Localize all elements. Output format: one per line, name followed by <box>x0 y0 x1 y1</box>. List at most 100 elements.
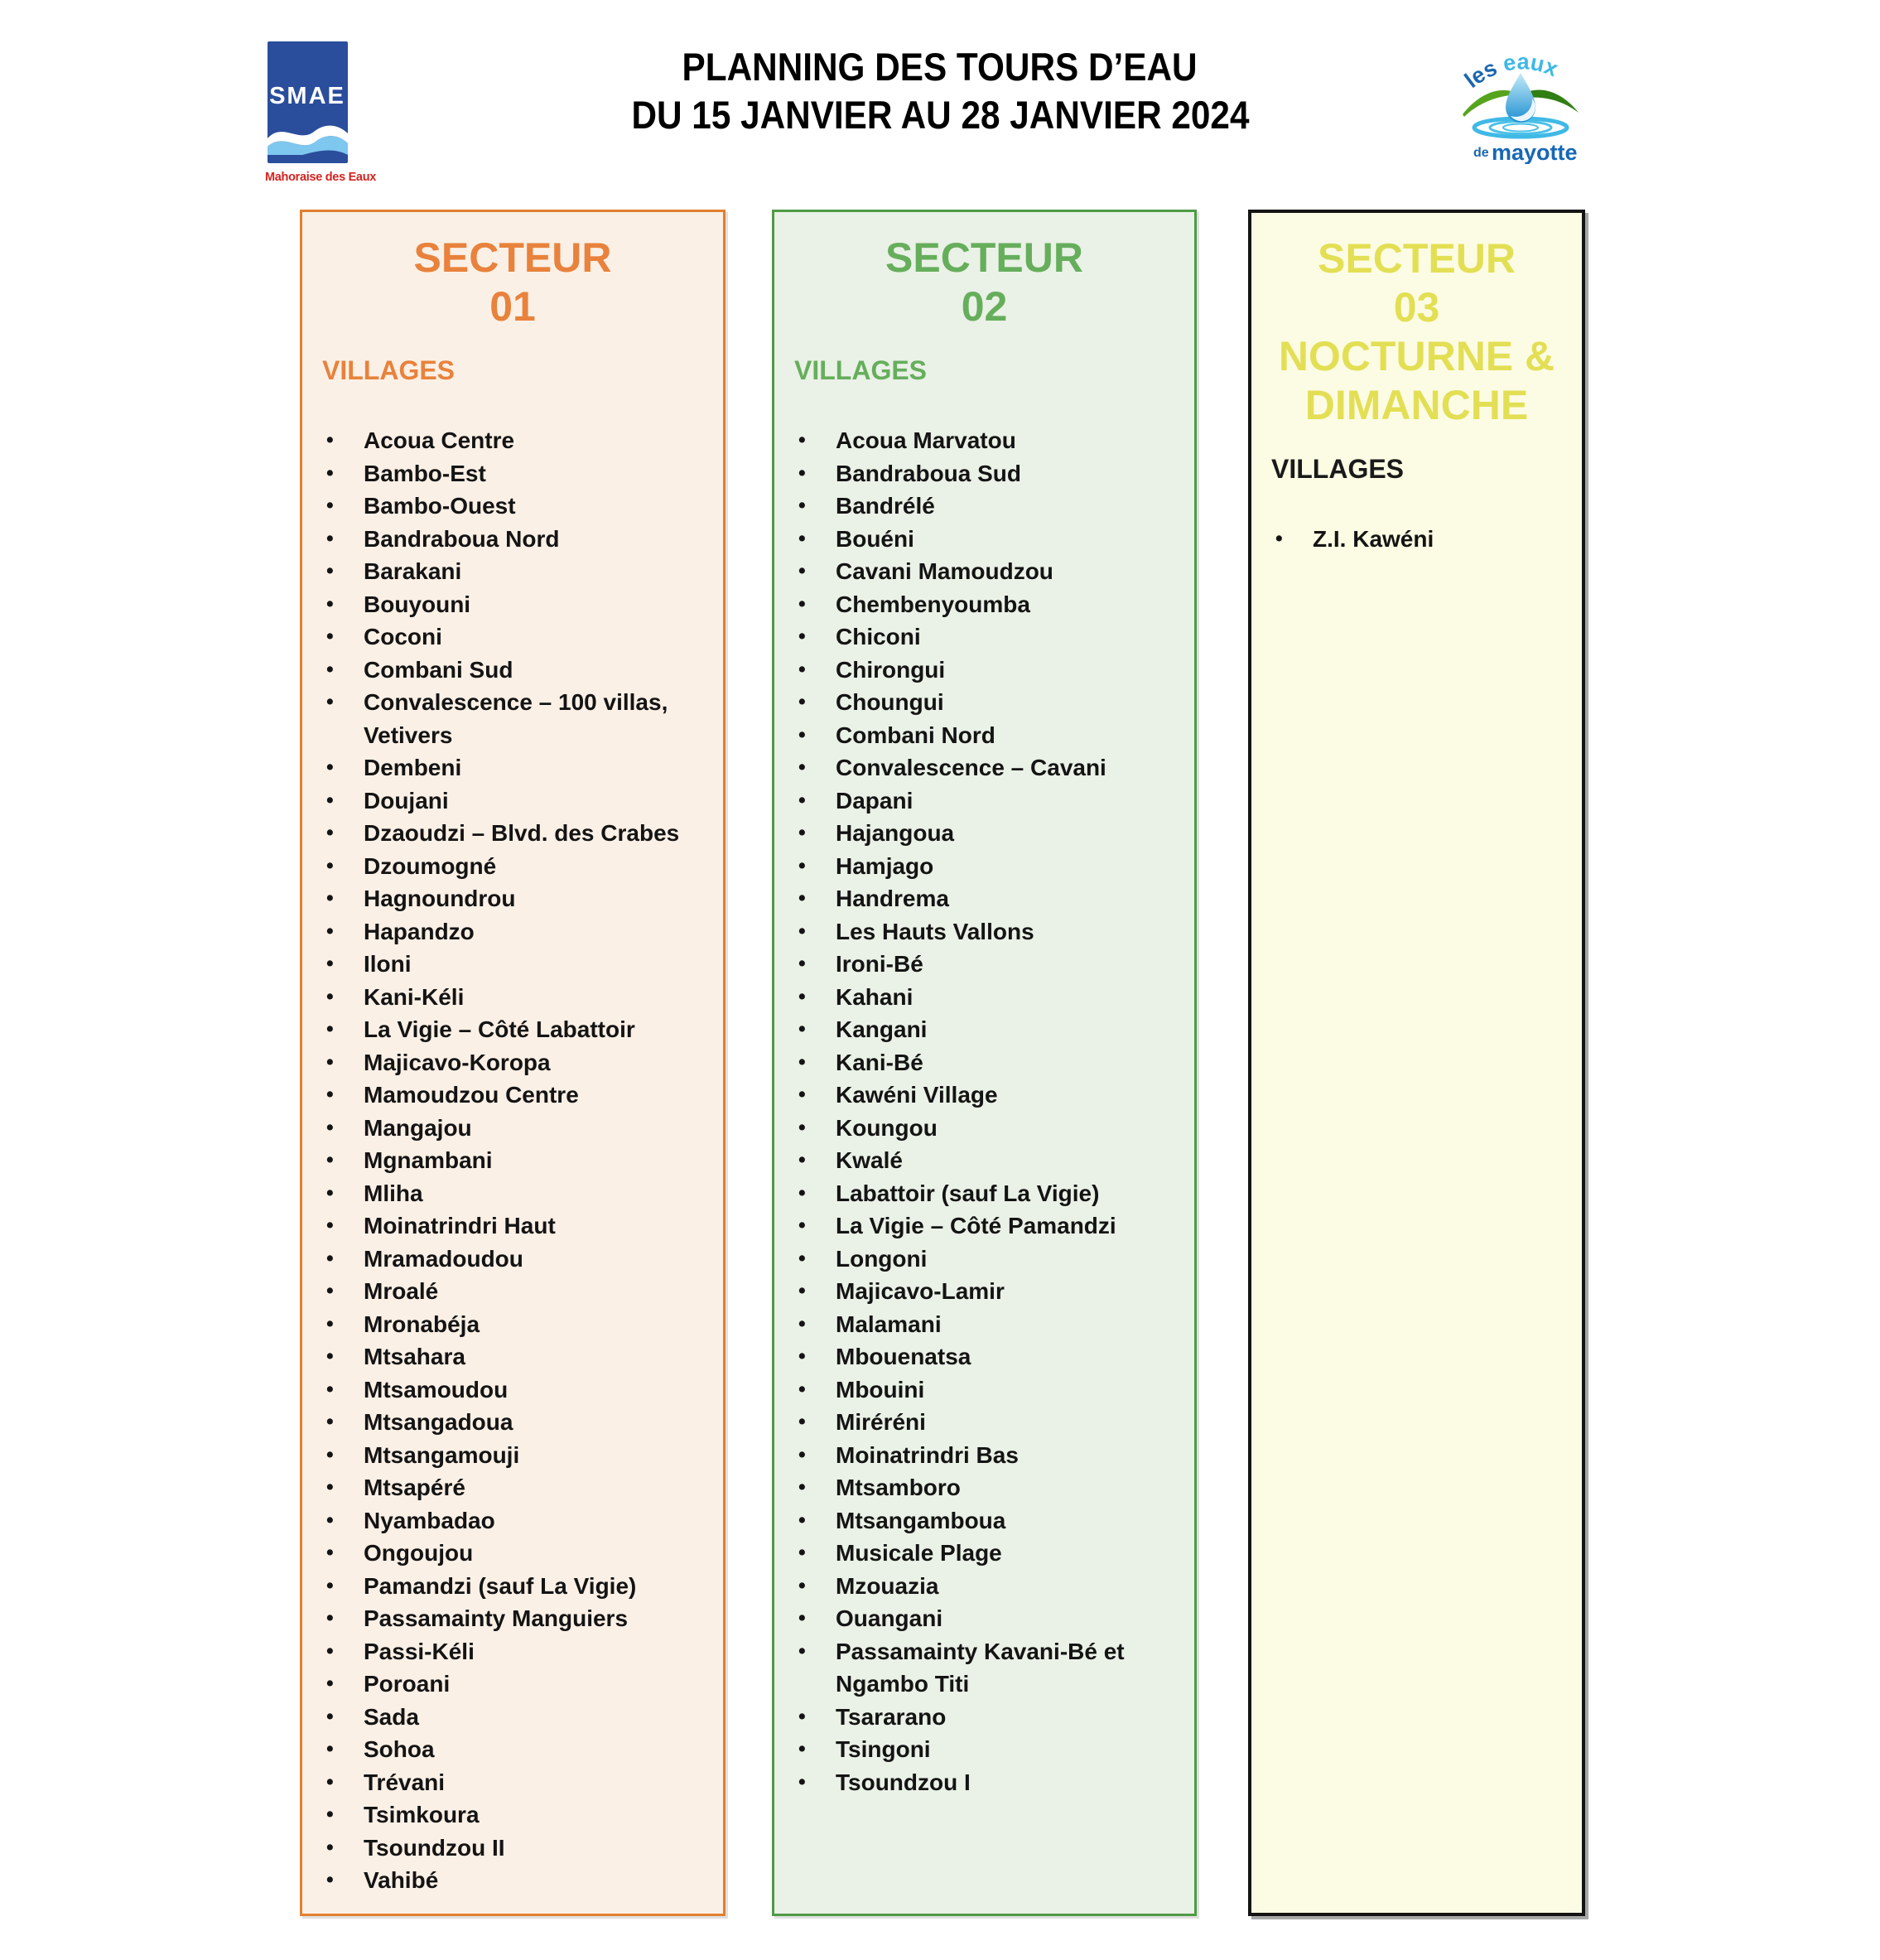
sector-03-panel: SECTEUR 03 NOCTURNE & DIMANCHE VILLAGES … <box>1248 210 1585 1916</box>
bullet-icon: • <box>326 428 334 451</box>
village-item: • Ouangani <box>793 1602 1188 1635</box>
sector-02-panel: SECTEUR 02 VILLAGES • Acoua Marvatou • B… <box>772 210 1197 1916</box>
village-name: Kahani <box>836 983 913 1010</box>
village-item: • Chiconi <box>793 620 1188 654</box>
village-name: Tsararano <box>836 1703 947 1730</box>
village-item: • Hagnoundrou <box>321 882 716 915</box>
village-name: Bandraboua Sud <box>836 460 1022 486</box>
village-item: • Dzoumogné <box>321 850 716 883</box>
bullet-icon: • <box>326 1410 334 1433</box>
village-item: • Combani Nord <box>793 719 1188 752</box>
village-item: • Pamandzi (sauf La Vigie) <box>321 1570 716 1603</box>
village-item: • Convalescence – 100 villas, Vetivers <box>321 686 716 751</box>
les-eaux-de-mayotte-logo: les eaux de mayotte <box>1460 49 1579 164</box>
village-name: Passamainty Manguiers <box>364 1605 629 1631</box>
village-name: Kawéni Village <box>836 1082 998 1108</box>
bullet-icon: • <box>326 853 334 877</box>
bullet-icon: • <box>798 756 806 779</box>
bullet-icon: • <box>326 1803 334 1826</box>
village-name: Bouyouni <box>364 591 471 617</box>
village-name: Ouangani <box>836 1605 943 1631</box>
sector-01-panel: SECTEUR 01 VILLAGES • Acoua Centre • Bam… <box>300 210 725 1916</box>
bullet-icon: • <box>326 1508 334 1532</box>
village-name: Mliha <box>364 1180 423 1206</box>
bullet-icon: • <box>798 1148 806 1171</box>
village-name: Sohoa <box>364 1736 435 1762</box>
bullet-icon: • <box>326 1148 334 1171</box>
village-item: • Dzaoudzi – Blvd. des Crabes <box>321 817 716 850</box>
village-item: • Barakani <box>321 555 716 588</box>
village-item: • Ongoujou <box>321 1537 716 1570</box>
village-item: • Passi-Kéli <box>321 1635 716 1668</box>
village-name: Dzaoudzi – Blvd. des Crabes <box>364 820 680 846</box>
bullet-icon: • <box>798 1639 806 1663</box>
village-name: Chiconi <box>836 624 921 649</box>
village-item: • Malamani <box>793 1308 1188 1341</box>
bullet-icon: • <box>798 1377 806 1401</box>
village-item: • Bandraboua Nord <box>321 523 716 556</box>
bullet-icon: • <box>798 657 806 681</box>
bullet-icon: • <box>326 1377 334 1401</box>
village-name: Miréréni <box>836 1409 926 1435</box>
village-item: • Choungui <box>793 686 1188 719</box>
village-name: Pamandzi (sauf La Vigie) <box>364 1572 637 1599</box>
bullet-icon: • <box>798 1115 806 1139</box>
bullet-icon: • <box>798 1344 806 1368</box>
bullet-icon: • <box>798 428 806 451</box>
village-name: Hajangoua <box>836 820 955 846</box>
village-name: Mgnambani <box>364 1147 493 1173</box>
sector-03-title: SECTEUR 03 NOCTURNE & DIMANCHE <box>1278 235 1555 428</box>
village-name: Hamjago <box>836 852 934 879</box>
village-item: • Kwalé <box>793 1144 1188 1177</box>
village-item: • Mtsapéré <box>321 1471 716 1504</box>
village-name: Mtsangamouji <box>364 1441 520 1468</box>
bullet-icon: • <box>326 1639 334 1663</box>
village-name: Kani-Bé <box>836 1049 923 1075</box>
bullet-icon: • <box>326 984 334 1008</box>
bullet-icon: • <box>326 1246 334 1270</box>
village-item: • Mronabéja <box>321 1308 716 1341</box>
village-name: Convalescence – Cavani <box>836 755 1106 780</box>
village-name: Longoni <box>836 1245 928 1272</box>
village-name: Z.I. Kawéni <box>1313 526 1434 552</box>
village-name: Mroalé <box>364 1278 439 1304</box>
village-item: • Bouéni <box>793 523 1188 556</box>
village-name: Mronabéja <box>364 1311 480 1337</box>
village-name: Bambo-Ouest <box>364 493 516 519</box>
bullet-icon: • <box>798 591 806 616</box>
village-name: Hagnoundrou <box>364 886 516 911</box>
village-item: • Bouyouni <box>321 588 716 621</box>
village-name: Doujani <box>364 787 449 813</box>
village-item: • Kangani <box>793 1013 1188 1046</box>
village-name: Bandrélé <box>836 493 935 519</box>
bullet-icon: • <box>326 591 334 616</box>
village-name: Handrema <box>836 886 949 911</box>
bullet-icon: • <box>798 1410 806 1433</box>
bullet-icon: • <box>326 1180 334 1204</box>
village-name: Moinatrindri Bas <box>836 1441 1019 1468</box>
title-line-1: PLANNING DES TOURS D’EAU <box>682 45 1198 89</box>
village-name: Convalescence – 100 villas, Vetivers <box>364 689 668 748</box>
village-name: Ironi-Bé <box>836 951 923 977</box>
village-name: La Vigie – Côté Pamandzi <box>836 1213 1116 1238</box>
sector-01-title: SECTEUR 01 <box>413 234 612 330</box>
village-name: Tsoundzou II <box>364 1834 505 1861</box>
bullet-icon: • <box>326 1737 334 1760</box>
village-name: Mtsamoudou <box>364 1376 509 1402</box>
village-item: • La Vigie – Côté Pamandzi <box>793 1209 1188 1243</box>
village-item: • Mzouazia <box>793 1570 1188 1603</box>
bullet-icon: • <box>326 1344 334 1368</box>
smae-logo: SMAE Mahoraise des Eaux <box>265 41 376 184</box>
village-item: • Tsimkoura <box>321 1798 716 1832</box>
bullet-icon: • <box>326 1083 334 1106</box>
sector-02-villages-label: VILLAGES <box>794 355 928 385</box>
bullet-icon: • <box>326 1606 334 1629</box>
bullet-icon: • <box>326 1672 334 1695</box>
bullet-icon: • <box>326 1541 334 1564</box>
village-item: • Labattoir (sauf La Vigie) <box>793 1177 1188 1210</box>
village-item: • Convalescence – Cavani <box>793 751 1188 784</box>
village-name: Mtsahara <box>364 1344 465 1369</box>
village-item: • Sada <box>321 1701 716 1734</box>
bullet-icon: • <box>326 690 334 713</box>
bullet-icon: • <box>326 788 334 812</box>
